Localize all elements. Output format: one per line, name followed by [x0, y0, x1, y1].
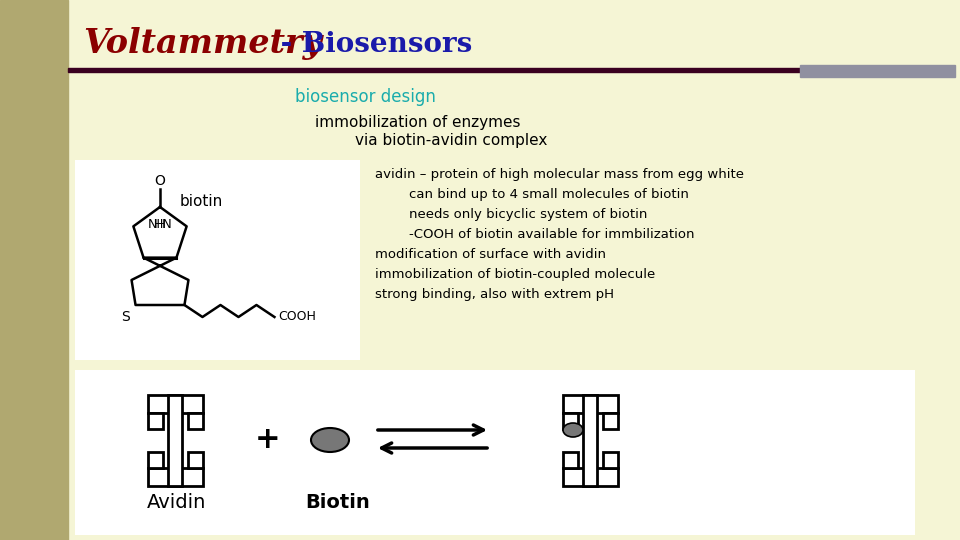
Bar: [583, 395, 597, 485]
Text: HN: HN: [154, 218, 173, 231]
Bar: [563, 468, 617, 485]
Text: needs only bicyclic system of biotin: needs only bicyclic system of biotin: [375, 208, 647, 221]
Bar: [800, 65, 955, 77]
Text: - Biosensors: - Biosensors: [271, 30, 472, 57]
Bar: [563, 451, 578, 468]
Text: via biotin-avidin complex: via biotin-avidin complex: [355, 132, 547, 147]
Bar: [603, 413, 617, 429]
Text: S: S: [121, 310, 130, 324]
Text: Voltammetry: Voltammetry: [83, 28, 322, 60]
Bar: [148, 413, 162, 429]
Text: COOH: COOH: [278, 310, 317, 323]
Text: -COOH of biotin available for immbilization: -COOH of biotin available for immbilizat…: [375, 228, 694, 241]
Text: can bind up to 4 small molecules of biotin: can bind up to 4 small molecules of biot…: [375, 188, 689, 201]
Text: biotin: biotin: [180, 194, 224, 210]
Bar: [75, 160, 360, 360]
Text: O: O: [155, 174, 165, 188]
Text: Avidin: Avidin: [147, 492, 206, 511]
Bar: [148, 395, 203, 413]
Text: Biotin: Biotin: [305, 492, 370, 511]
Bar: [0, 0, 68, 540]
Bar: [563, 395, 617, 413]
Ellipse shape: [311, 428, 349, 452]
Bar: [148, 451, 162, 468]
Bar: [603, 451, 617, 468]
Bar: [75, 370, 915, 535]
Bar: [68, 68, 800, 72]
Bar: [563, 413, 578, 429]
Bar: [168, 395, 182, 485]
Bar: [187, 451, 203, 468]
Text: biosensor design: biosensor design: [295, 88, 436, 106]
Text: avidin – protein of high molecular mass from egg white: avidin – protein of high molecular mass …: [375, 168, 744, 181]
Text: immobilization of biotin-coupled molecule: immobilization of biotin-coupled molecul…: [375, 268, 656, 281]
Text: immobilization of enzymes: immobilization of enzymes: [315, 114, 520, 130]
Text: +: +: [255, 426, 281, 455]
Bar: [148, 468, 203, 485]
Text: NH: NH: [148, 218, 166, 231]
Ellipse shape: [563, 423, 583, 437]
Text: strong binding, also with extrem pH: strong binding, also with extrem pH: [375, 288, 614, 301]
Text: modification of surface with avidin: modification of surface with avidin: [375, 248, 606, 261]
Bar: [187, 413, 203, 429]
